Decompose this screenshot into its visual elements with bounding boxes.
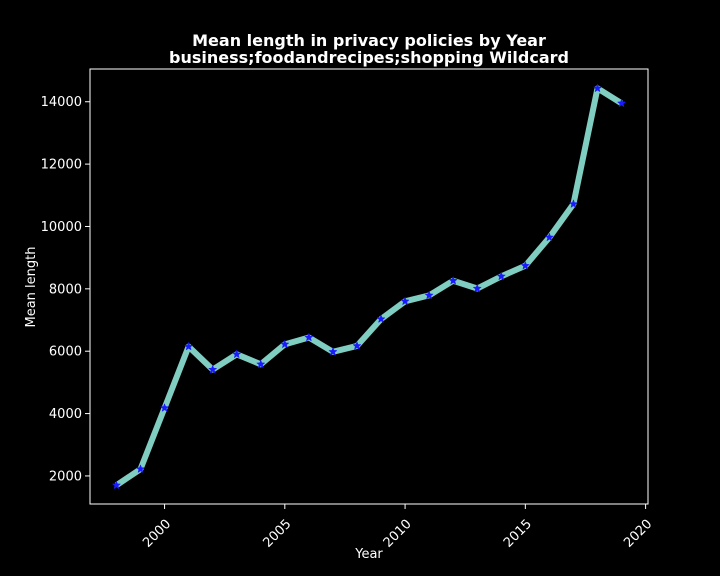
data-point [208, 364, 218, 374]
data-point [496, 271, 506, 281]
y-axis-label: Mean length [24, 247, 39, 328]
x-axis-label: Year [354, 547, 383, 562]
data-point [280, 339, 290, 349]
data-point [520, 260, 530, 270]
data-point [400, 296, 410, 306]
data-point [232, 349, 242, 359]
y-tick-label: 10000 [41, 220, 82, 235]
data-point [592, 83, 603, 93]
data-point [304, 332, 314, 342]
chart-title: Mean length in privacy policies by Year [192, 31, 546, 50]
data-point [568, 199, 579, 208]
data-point [135, 464, 146, 474]
y-tick-label: 6000 [49, 345, 82, 360]
data-point [159, 403, 170, 412]
data-point [616, 98, 627, 108]
data-point [183, 341, 194, 351]
data-point [111, 480, 122, 490]
y-tick-label: 14000 [41, 95, 82, 110]
plot-area [89, 68, 649, 505]
data-point [256, 359, 266, 369]
data-point [376, 314, 386, 324]
y-tick-label: 2000 [49, 469, 82, 484]
series-layer [111, 83, 627, 490]
series-line [114, 85, 624, 488]
chart-subtitle: business;foodandrecipes;shopping Wildcar… [169, 48, 569, 67]
data-point [544, 232, 555, 242]
data-point [448, 275, 458, 285]
y-tick-label: 12000 [41, 158, 82, 173]
y-tick-label: 4000 [49, 407, 82, 422]
data-point [352, 341, 362, 350]
data-point [328, 346, 338, 356]
data-point [472, 283, 482, 293]
data-point [424, 290, 434, 300]
y-tick-label: 8000 [49, 282, 82, 297]
y-axis: 2000 4000 6000 8000 10000 12000 14000 [41, 95, 90, 484]
